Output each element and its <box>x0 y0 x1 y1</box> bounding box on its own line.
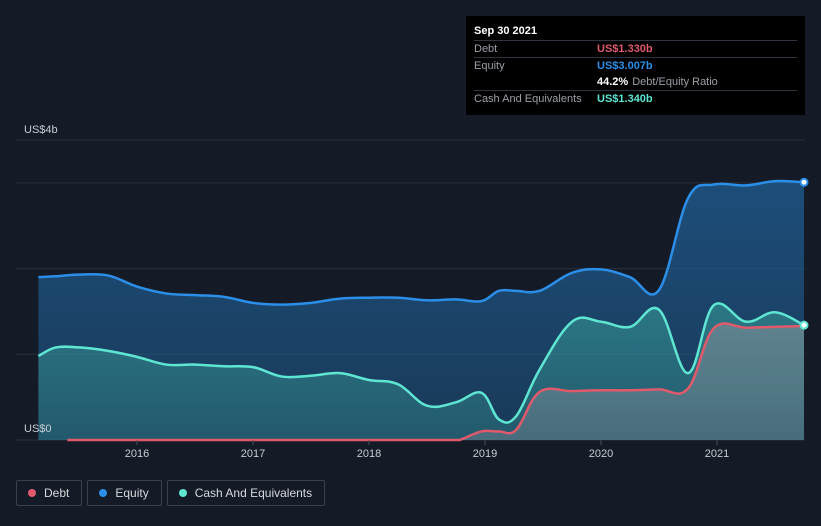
x-tick-label: 2016 <box>125 448 149 460</box>
legend-label-equity: Equity <box>115 486 149 500</box>
equity-dot-icon <box>99 489 108 497</box>
legend-item-cash[interactable]: Cash And Equivalents <box>166 480 326 506</box>
tooltip-cash-label: Cash And Equivalents <box>474 93 582 105</box>
debt-area <box>67 323 804 441</box>
x-tick-label: 2017 <box>241 448 265 460</box>
tooltip-panel: Sep 30 2021 Debt US$1.330b Equity US$3.0… <box>466 16 805 115</box>
series-lines <box>37 179 805 442</box>
debt-dot-icon <box>28 489 36 497</box>
legend-item-debt[interactable]: Debt <box>16 480 83 506</box>
cash-end-marker <box>799 320 809 330</box>
x-tick-label: 2021 <box>705 448 729 460</box>
equity-line <box>38 179 805 306</box>
tooltip-debt-value: US$1.330b <box>597 43 653 55</box>
y-axis-bottom-label: US$0 <box>24 423 52 435</box>
tooltip-ratio-value: 44.2% <box>597 76 629 88</box>
x-tick-label: 2020 <box>589 448 613 460</box>
series-end-markers <box>799 177 809 330</box>
legend: Debt Equity Cash And Equivalents <box>16 480 330 506</box>
tooltip-debt-label: Debt <box>474 43 498 55</box>
x-tick-label: 2019 <box>473 448 497 460</box>
y-axis-top-label: US$4b <box>24 124 58 136</box>
legend-item-equity[interactable]: Equity <box>87 480 162 506</box>
tooltip-equity-row: Equity US$3.007b <box>474 57 797 74</box>
tooltip-cash-row: Cash And Equivalents US$1.340b <box>474 90 797 107</box>
legend-label-cash: Cash And Equivalents <box>194 486 313 500</box>
tooltip-ratio-row: 44.2% Debt/Equity Ratio <box>474 74 797 90</box>
x-axis-ticks: 2016 2017 2018 2019 2020 2021 <box>125 440 729 460</box>
debt-line <box>67 322 805 442</box>
x-tick-label: 2018 <box>357 448 381 460</box>
tooltip-equity-label: Equity <box>474 60 505 72</box>
series-areas <box>38 181 804 441</box>
tooltip-ratio-label: Debt/Equity Ratio <box>632 76 718 88</box>
tooltip-debt-row: Debt US$1.330b <box>474 40 797 57</box>
cash-line <box>37 302 805 424</box>
tooltip-date: Sep 30 2021 <box>474 25 537 37</box>
cash-dot-icon <box>178 489 187 497</box>
tooltip-cash-value: US$1.340b <box>597 93 653 105</box>
tooltip-equity-value: US$3.007b <box>597 60 653 72</box>
legend-label-debt: Debt <box>44 486 70 500</box>
equity-end-marker <box>799 177 809 187</box>
